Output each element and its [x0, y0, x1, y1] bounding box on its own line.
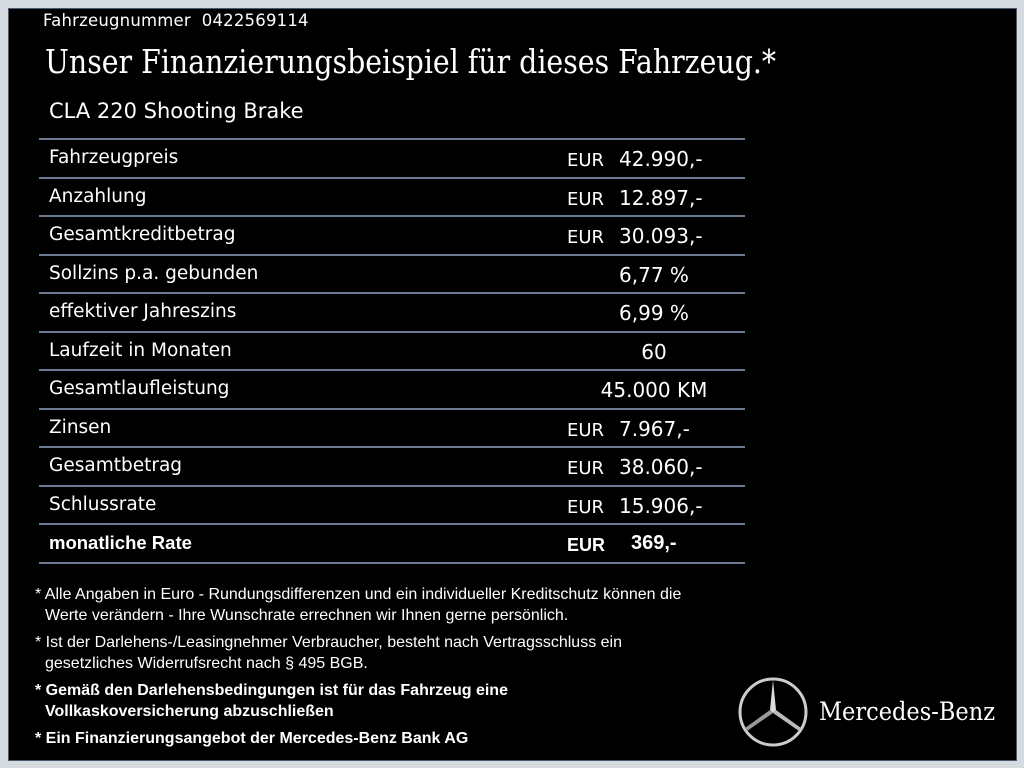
row-value: 6,77 % — [619, 262, 689, 287]
footnotes: * Alle Angaben in Euro - Rundungsdiffere… — [35, 584, 681, 755]
table-row: monatliche Rate EUR 369,- — [39, 523, 745, 564]
row-currency: EUR — [567, 227, 605, 248]
row-label: Sollzins p.a. gebunden — [49, 262, 259, 284]
brand-name: Mercedes-Benz — [819, 697, 996, 726]
table-row: Sollzins p.a. gebunden 6,77 % — [39, 253, 745, 293]
row-label: effektiver Jahreszins — [49, 301, 237, 322]
table-row: Fahrzeugpreis EUR 42.990,- — [39, 138, 745, 177]
footnote: * Ein Finanzierungsangebot der Mercedes-… — [35, 728, 681, 749]
row-label: monatliche Rate — [49, 532, 192, 553]
table-row: Gesamtlaufleistung 45.000 KM — [39, 369, 745, 408]
row-value: 38.060,- — [619, 455, 703, 479]
row-currency: EUR — [567, 188, 605, 210]
table-row: Schlussrate EUR 15.906,- — [39, 484, 745, 524]
row-value: 6,99 % — [619, 301, 689, 325]
footnote-line: Vollkaskoversicherung abzuschließen — [45, 703, 334, 720]
footnote: * Gemäß den Darlehensbedingungen ist für… — [35, 680, 681, 722]
row-currency: EUR — [567, 496, 605, 518]
row-label: Laufzeit in Monaten — [49, 339, 232, 361]
row-currency: EUR — [567, 458, 605, 479]
row-value: 45.000 KM — [600, 378, 708, 402]
model-name: CLA 220 Shooting Brake — [49, 99, 304, 123]
row-label: Fahrzeugpreis — [49, 147, 179, 168]
financing-table: Fahrzeugpreis EUR 42.990,- Anzahlung EUR 12.8… — [39, 138, 745, 564]
table-row: Gesamtkreditbetrag EUR 30.093,- — [39, 215, 745, 254]
row-currency: EUR — [567, 535, 606, 555]
row-label: Schlussrate — [49, 493, 157, 515]
row-currency: EUR — [567, 150, 605, 171]
row-value: 42.990,- — [619, 147, 703, 171]
row-value: 7.967,- — [619, 416, 690, 441]
footnote: * Alle Angaben in Euro - Rundungsdiffere… — [35, 584, 681, 626]
row-value: 369,- — [631, 532, 677, 554]
row-currency: EUR — [567, 419, 605, 441]
row-label: Zinsen — [49, 416, 112, 438]
row-label: Anzahlung — [49, 185, 147, 207]
footnote-line: * Alle Angaben in Euro - Rundungsdiffere… — [35, 586, 682, 603]
row-label: Gesamtbetrag — [49, 455, 183, 476]
row-label: Gesamtlaufleistung — [49, 378, 230, 399]
vehicle-number: Fahrzeugnummer 0422569114 — [43, 11, 309, 30]
mercedes-star-logo — [738, 677, 808, 747]
footnote: * Ist der Darlehens-/Leasingnehmer Verbr… — [35, 632, 681, 674]
page-title: Unser Finanzierungsbeispiel für dieses F… — [45, 42, 777, 81]
table-row: Gesamtbetrag EUR 38.060,- — [39, 446, 745, 485]
footnote-line: * Gemäß den Darlehensbedingungen ist für… — [35, 682, 508, 699]
footnote-line: * Ist der Darlehens-/Leasingnehmer Verbr… — [35, 634, 622, 651]
row-value: 60 — [641, 339, 667, 364]
row-value: 15.906,- — [619, 493, 703, 518]
row-value: 12.897,- — [619, 185, 703, 210]
footnote-line: Werte verändern - Ihre Wunschrate errech… — [45, 607, 569, 624]
table-row: Laufzeit in Monaten 60 — [39, 330, 745, 370]
table-row: Anzahlung EUR 12.897,- — [39, 176, 745, 216]
row-value: 30.093,- — [619, 224, 703, 248]
financing-panel: Fahrzeugnummer 0422569114 Unser Finanzie… — [8, 8, 1017, 761]
footnote-line: * Ein Finanzierungsangebot der Mercedes-… — [35, 730, 469, 747]
table-row: Zinsen EUR 7.967,- — [39, 407, 745, 447]
row-label: Gesamtkreditbetrag — [49, 224, 236, 245]
table-row: effektiver Jahreszins 6,99 % — [39, 292, 745, 331]
footnote-line: gesetzliches Widerrufsrecht nach § 495 B… — [45, 655, 368, 672]
